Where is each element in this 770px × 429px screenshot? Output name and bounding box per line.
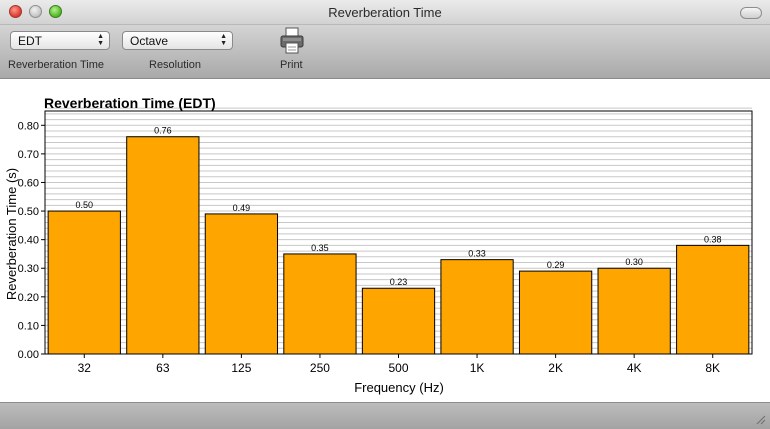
x-tick-label: 8K [705, 361, 720, 375]
select-arrows-icon: ▲ ▼ [220, 33, 227, 47]
bar-value-label: 0.23 [390, 277, 408, 287]
resize-grip-icon[interactable] [755, 414, 766, 425]
chart-title: Reverberation Time (EDT) [44, 95, 216, 111]
resolution-select-value: Octave [130, 34, 169, 48]
y-tick-label: 0.80 [18, 120, 39, 132]
x-tick-label: 1K [470, 361, 485, 375]
zoom-window-button[interactable] [49, 5, 62, 18]
bar-500 [361, 287, 436, 355]
bar-value-label: 0.35 [311, 243, 329, 253]
y-tick-label: 0.00 [18, 349, 39, 361]
x-tick-label: 250 [310, 361, 330, 375]
bar-63 [126, 136, 200, 355]
y-tick-label: 0.30 [18, 263, 39, 275]
y-tick-label: 0.50 [18, 206, 39, 218]
bar-value-label: 0.76 [154, 126, 172, 136]
bar-value-label: 0.49 [233, 203, 251, 213]
y-tick-label: 0.70 [18, 149, 39, 161]
bar-1K [440, 259, 514, 355]
x-axis-label: Frequency (Hz) [354, 380, 444, 395]
title-bar: Reverberation Time [0, 0, 770, 25]
bar-value-label: 0.29 [547, 260, 565, 270]
x-tick-label: 4K [627, 361, 642, 375]
y-tick-label: 0.60 [18, 177, 39, 189]
y-axis-label: Reverberation Time (s) [4, 168, 19, 300]
x-axis-ticks: 32 63 125 250 500 1K 2K 4K 8K [78, 354, 720, 375]
printer-icon[interactable] [279, 27, 305, 55]
resolution-select[interactable]: Octave ▲ ▼ [122, 31, 233, 50]
x-tick-label: 500 [388, 361, 408, 375]
reverberation-time-label: Reverberation Time [8, 59, 104, 71]
bar-125 [204, 213, 279, 355]
x-tick-label: 2K [548, 361, 563, 375]
bar-250 [283, 253, 357, 355]
close-window-button[interactable] [9, 5, 22, 18]
select-arrows-icon: ▲ ▼ [97, 33, 104, 47]
bar-32 [47, 210, 121, 355]
bar-2K [518, 270, 593, 355]
print-label: Print [280, 59, 303, 71]
reverberation-time-select-value: EDT [18, 34, 42, 48]
x-tick-label: 63 [156, 361, 170, 375]
chart-bars: 0.50 0.76 0.49 0.35 0.23 0.33 0.29 0.30 0.38 [47, 126, 750, 355]
bar-value-label: 0.30 [625, 257, 643, 267]
toolbar-toggle-button[interactable] [740, 7, 762, 19]
reverberation-time-chart: 0.50 0.76 0.49 0.35 0.23 0.33 0.29 0.30 0.38 0.0… [4, 95, 753, 395]
bar-value-label: 0.38 [704, 234, 722, 244]
bar-value-label: 0.33 [468, 249, 486, 259]
y-axis-ticks: 0.00 0.10 0.20 0.30 0.40 0.50 0.60 0.70 0.80 [18, 120, 45, 361]
minimize-window-button[interactable] [29, 5, 42, 18]
y-tick-label: 0.10 [18, 320, 39, 332]
resolution-label: Resolution [149, 59, 201, 71]
chart-area: 0.50 0.76 0.49 0.35 0.23 0.33 0.29 0.30 0.38 0.0… [0, 79, 770, 402]
y-tick-label: 0.40 [18, 235, 39, 247]
toolbar: EDT ▲ ▼ Reverberation Time Octave ▲ ▼ Reso… [0, 25, 770, 79]
bar-8K [676, 244, 750, 355]
status-bar [0, 402, 770, 429]
y-tick-label: 0.20 [18, 292, 39, 304]
window-title: Reverberation Time [328, 5, 442, 20]
x-tick-label: 125 [231, 361, 251, 375]
bar-value-label: 0.50 [76, 200, 94, 210]
reverberation-time-select[interactable]: EDT ▲ ▼ [10, 31, 110, 50]
bar-4K [597, 267, 671, 355]
x-tick-label: 32 [78, 361, 92, 375]
